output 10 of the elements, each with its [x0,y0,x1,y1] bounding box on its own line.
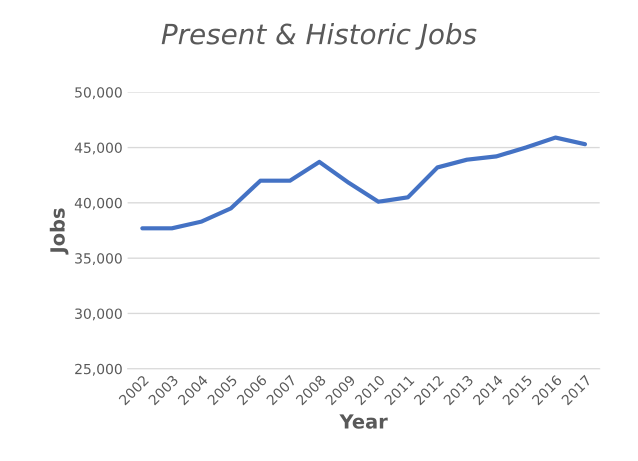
y-tick-label: 25,000 [75,364,122,376]
x-axis-title: Year [339,414,388,429]
y-axis-title: Jobs [50,208,68,255]
chart-title: Present & Historic Jobs [162,23,476,50]
y-tick-label: 40,000 [74,198,122,210]
y-tick-label: 30,000 [75,308,122,320]
y-tick-label: 50,000 [75,87,122,100]
y-tick-label: 45,000 [74,142,122,154]
y-tick-label: 35,000 [75,253,122,266]
line-series [140,135,588,230]
